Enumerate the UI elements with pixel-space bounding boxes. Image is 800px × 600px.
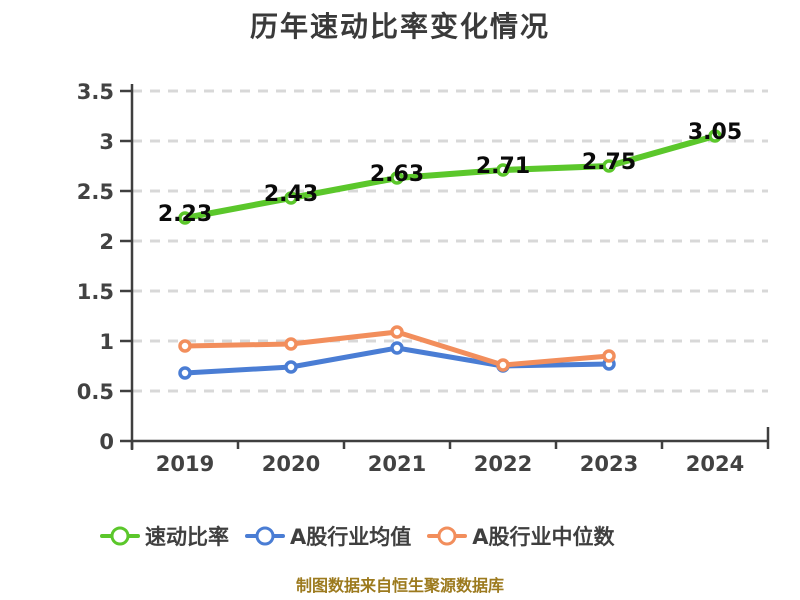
x-axis-label: 2022 (474, 452, 532, 476)
data-point (708, 129, 722, 143)
data-point (178, 366, 192, 380)
legend: 速动比率 A股行业均值 A股行业中位数 (0, 521, 800, 551)
data-label: 2.63 (370, 162, 424, 187)
legend-item-industry-median[interactable]: A股行业中位数 (427, 521, 615, 551)
y-axis-label: 1 (99, 330, 114, 354)
data-label: 3.05 (688, 120, 742, 145)
y-axis-label: 0.5 (77, 380, 114, 404)
data-point (390, 171, 404, 185)
data-point (178, 211, 192, 225)
legend-item-quick-ratio[interactable]: 速动比率 (100, 521, 229, 551)
data-label: 2.71 (476, 154, 530, 179)
legend-marker-industry-median-icon (427, 526, 468, 546)
data-label: 2.23 (158, 202, 212, 227)
x-axis-label: 2019 (156, 452, 214, 476)
x-axis-label: 2024 (686, 452, 744, 476)
x-axis-label: 2020 (262, 452, 320, 476)
legend-marker-quick-ratio-icon (100, 526, 140, 546)
legend-marker-industry-mean-icon (245, 526, 285, 546)
data-label: 2.43 (264, 182, 318, 207)
y-axis-label: 1.5 (77, 280, 114, 304)
chart-title: 历年速动比率变化情况 (249, 10, 550, 43)
circle-marker-icon (110, 526, 130, 546)
data-point (602, 159, 616, 173)
y-axis-label: 0 (99, 430, 114, 454)
data-point (390, 341, 404, 355)
data-point (284, 191, 298, 205)
y-axis-label: 3.5 (77, 80, 114, 104)
circle-marker-icon (255, 526, 275, 546)
line-chart-plot: 0 0.5 1 1.5 2 2.5 3 3.5 2019 2020 2021 2022 2023 2024… (77, 80, 770, 476)
data-point (496, 358, 510, 372)
data-label: 2.75 (582, 150, 636, 175)
y-axis-label: 2 (99, 230, 114, 254)
x-axis-label: 2021 (368, 452, 426, 476)
data-point (284, 337, 298, 351)
data-point (284, 360, 298, 374)
data-point (390, 325, 404, 339)
circle-marker-icon (437, 526, 457, 546)
data-point (496, 163, 510, 177)
legend-label-quick-ratio: 速动比率 (145, 525, 229, 549)
legend-label-industry-median: A股行业中位数 (472, 525, 615, 549)
data-source-note: 制图数据来自恒生聚源数据库 (295, 576, 504, 595)
y-axis-label: 2.5 (77, 180, 114, 204)
legend-item-industry-mean[interactable]: A股行业均值 (245, 521, 411, 551)
legend-label-industry-mean: A股行业均值 (290, 525, 412, 549)
data-point (178, 339, 192, 353)
data-point (602, 349, 616, 363)
x-axis-label: 2023 (580, 452, 638, 476)
y-axis-label: 3 (99, 130, 114, 154)
series-line-0 (182, 133, 718, 221)
